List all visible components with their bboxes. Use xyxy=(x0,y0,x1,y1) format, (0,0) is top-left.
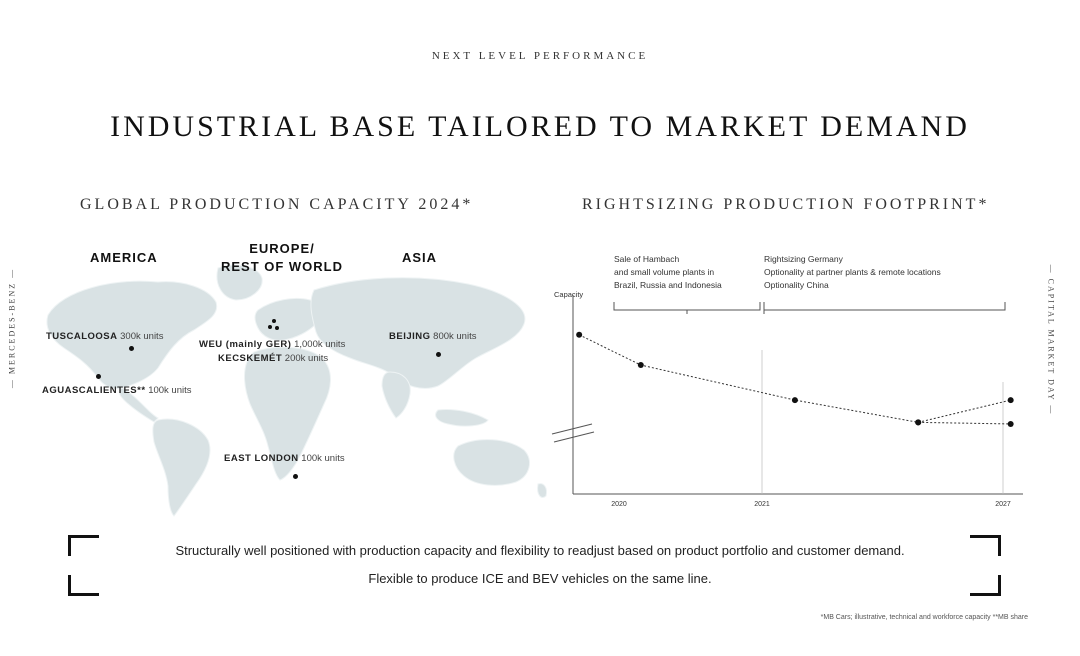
map-africa xyxy=(244,346,331,481)
map-australia xyxy=(453,439,531,486)
axis-break-mark xyxy=(551,423,593,435)
site-dot-east-london xyxy=(293,474,298,479)
data-point xyxy=(915,419,922,426)
site-name: AGUASCALIENTES** xyxy=(42,385,146,396)
site-units: 300k units xyxy=(120,331,164,342)
map-new-zealand xyxy=(537,483,547,498)
region-asia: ASIA xyxy=(402,250,438,265)
site-dot-weu-3 xyxy=(275,326,279,330)
site-units: 200k units xyxy=(284,353,329,364)
bracket-top-left xyxy=(68,535,99,556)
footprint-chart: Capacity Sale of Hambach and small volum… xyxy=(551,254,1023,508)
brace-2021-2027 xyxy=(763,302,1006,314)
data-point xyxy=(791,397,798,404)
brand-side-label: — MERCEDES-BENZ — xyxy=(7,267,17,389)
site-weu: WEU (mainly GER) 1,000k units xyxy=(199,339,345,350)
bracket-bottom-left xyxy=(68,575,99,596)
site-name: TUSCALOOSA xyxy=(46,331,118,342)
map-india xyxy=(381,371,411,419)
site-dot-weu-2 xyxy=(268,325,272,329)
site-dot-beijing xyxy=(436,352,441,357)
site-name: BEIJING xyxy=(389,331,431,342)
site-units: 1,000k units xyxy=(294,339,346,350)
annotation-line: Brazil, Russia and Indonesia xyxy=(614,280,722,290)
site-units: 100k units xyxy=(301,453,345,464)
map-greenland xyxy=(216,264,263,301)
site-units: 100k units xyxy=(148,385,192,396)
region-europe-line1: EUROPE/ xyxy=(249,241,315,256)
site-name: WEU (mainly GER) xyxy=(199,339,292,350)
site-units: 800k units xyxy=(433,331,477,342)
annotation-line: Optionality at partner plants & remote l… xyxy=(764,267,941,277)
map-southeast-asia xyxy=(435,409,489,427)
region-europe-rest-of-world: EUROPE/ REST OF WORLD xyxy=(212,240,352,276)
page-title: INDUSTRIAL BASE TAILORED TO MARKET DEMAN… xyxy=(110,110,970,143)
annotation-line: and small volume plants in xyxy=(614,267,714,277)
axis-break-mark xyxy=(553,431,595,443)
bracket-bottom-right xyxy=(970,575,1001,596)
world-map xyxy=(46,264,547,517)
y-axis-label: Capacity xyxy=(554,290,583,299)
x-tick-label: 2020 xyxy=(611,501,627,508)
site-beijing: BEIJING 800k units xyxy=(389,331,476,342)
map-asia xyxy=(310,277,526,389)
site-tuscaloosa: TUSCALOOSA 300k units xyxy=(46,331,163,342)
site-kecskemet: KECSKEMÉT 200k units xyxy=(218,353,328,364)
map-south-america xyxy=(152,418,211,517)
series-line-0 xyxy=(578,334,1011,423)
map-central-america xyxy=(118,387,159,423)
series-layer xyxy=(576,331,1014,427)
series-line-1 xyxy=(918,421,1011,425)
statement-line-2: Flexible to produce ICE and BEV vehicles… xyxy=(368,571,712,586)
kicker-text: NEXT LEVEL PERFORMANCE xyxy=(431,50,649,62)
data-point xyxy=(1007,397,1014,404)
map-north-america xyxy=(46,280,218,389)
brace-2020-2021 xyxy=(613,302,761,314)
event-side-label: — CAPITAL MARKET DAY — xyxy=(1046,264,1056,416)
x-tick-label: 2027 xyxy=(995,501,1011,508)
data-point xyxy=(1007,420,1014,427)
bracket-top-right xyxy=(970,535,1001,556)
data-point xyxy=(576,331,583,338)
footnote: *MB Cars; illustrative, technical and wo… xyxy=(820,614,1028,621)
site-name: KECSKEMÉT xyxy=(218,353,283,364)
x-tick-label: 2021 xyxy=(754,501,770,508)
capacity-heading: GLOBAL PRODUCTION CAPACITY 2024* xyxy=(80,196,474,213)
site-dot-weu-1 xyxy=(272,319,276,323)
annotation-line: Optionality China xyxy=(764,280,829,290)
data-point xyxy=(637,362,644,369)
site-dot-tuscaloosa xyxy=(129,346,134,351)
footprint-heading: RIGHTSIZING PRODUCTION FOOTPRINT* xyxy=(582,196,990,213)
site-name: EAST LONDON xyxy=(224,453,299,464)
site-aguascalientes: AGUASCALIENTES** 100k units xyxy=(42,385,192,396)
site-east-london: EAST LONDON 100k units xyxy=(224,453,345,464)
annotation-line: Rightsizing Germany xyxy=(764,254,844,264)
site-dot-aguascalientes xyxy=(96,374,101,379)
region-america: AMERICA xyxy=(90,250,158,265)
map-europe xyxy=(254,297,322,341)
region-europe-line2: REST OF WORLD xyxy=(220,259,344,274)
statement-line-1: Structurally well positioned with produc… xyxy=(175,543,905,558)
annotation-line: Sale of Hambach xyxy=(614,254,679,264)
